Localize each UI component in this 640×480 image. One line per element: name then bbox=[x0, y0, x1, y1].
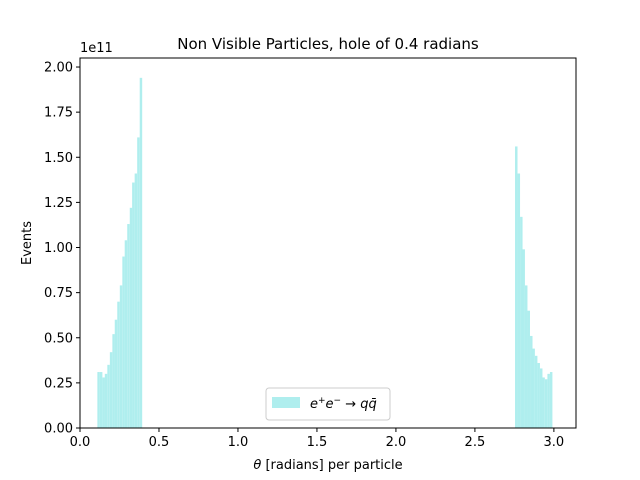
x-tick-label-6: 3.0 bbox=[544, 435, 565, 450]
histogram-bar-27 bbox=[537, 363, 540, 428]
histogram-bar-4 bbox=[107, 364, 110, 428]
y-tick-label-3: 0.75 bbox=[44, 286, 73, 301]
histogram-bar-24 bbox=[530, 335, 533, 428]
legend-label: e+e− → qq̄ bbox=[310, 396, 377, 412]
histogram-bar-2 bbox=[102, 377, 105, 428]
histogram-bar-25 bbox=[532, 348, 535, 428]
y-tick-label-2: 0.50 bbox=[44, 331, 73, 346]
histogram-bar-11 bbox=[124, 240, 128, 428]
histogram-bar-23 bbox=[527, 310, 530, 428]
x-tick-label-0: 0.0 bbox=[70, 435, 91, 450]
y-tick-label-0: 0.00 bbox=[44, 422, 73, 437]
legend-swatch bbox=[272, 397, 300, 408]
x-tick-label-1: 0.5 bbox=[149, 435, 170, 450]
y-tick-label-7: 1.75 bbox=[44, 106, 73, 121]
chart-title: Non Visible Particles, hole of 0.4 radia… bbox=[177, 35, 479, 53]
histogram-bar-31 bbox=[547, 373, 550, 428]
histogram-bar-1 bbox=[99, 372, 103, 428]
histogram-bar-16 bbox=[137, 137, 140, 429]
histogram-bar-15 bbox=[134, 173, 138, 428]
histogram-bar-13 bbox=[129, 207, 133, 428]
histogram-bar-20 bbox=[520, 216, 523, 428]
histogram-bar-30 bbox=[544, 379, 548, 428]
histogram-bar-29 bbox=[542, 377, 545, 428]
histogram-bar-12 bbox=[127, 224, 130, 428]
histogram-bar-26 bbox=[534, 355, 538, 428]
y-tick-label-5: 1.25 bbox=[44, 196, 73, 211]
histogram-bar-19 bbox=[517, 173, 521, 428]
plot-frame bbox=[79, 57, 577, 429]
legend: e+e− → qq̄ bbox=[265, 387, 391, 421]
x-ticks: 0.0 0.5 1.0 1.5 2.0 2.5 3.0 bbox=[70, 428, 565, 450]
histogram-bar-10 bbox=[122, 256, 125, 428]
x-tick-label-3: 1.5 bbox=[307, 435, 328, 450]
histogram-bar-21 bbox=[522, 249, 525, 428]
histogram-bar-8 bbox=[117, 301, 120, 428]
histogram-bar-28 bbox=[539, 368, 543, 428]
y-tick-label-8: 2.00 bbox=[44, 61, 73, 76]
histogram-bar-6 bbox=[112, 334, 115, 428]
legend-box bbox=[265, 387, 391, 421]
y-offset-label: 1e11 bbox=[80, 41, 113, 56]
histogram-bar-5 bbox=[109, 352, 113, 428]
x-axis-label: θ [radians] per particle bbox=[253, 458, 402, 473]
histogram-bar-0 bbox=[97, 372, 100, 428]
bars-group bbox=[97, 77, 553, 429]
histogram-bar-3 bbox=[104, 373, 108, 428]
x-tick-label-2: 1.0 bbox=[228, 435, 249, 450]
histogram-bar-18 bbox=[515, 146, 518, 428]
y-tick-label-1: 0.25 bbox=[44, 376, 73, 391]
histogram-bar-14 bbox=[132, 182, 135, 428]
histogram-bar-17 bbox=[139, 77, 143, 428]
x-tick-label-4: 2.0 bbox=[386, 435, 407, 450]
y-tick-label-6: 1.50 bbox=[44, 151, 73, 166]
y-axis-label: Events bbox=[20, 221, 35, 265]
x-tick-label-5: 2.5 bbox=[465, 435, 486, 450]
y-ticks: 0.00 0.25 0.50 0.75 1.00 1.25 1.50 1.75 2.00 bbox=[44, 61, 80, 437]
histogram-bar-22 bbox=[524, 285, 528, 428]
histogram-bar-32 bbox=[549, 372, 553, 428]
y-tick-label-4: 1.00 bbox=[44, 241, 73, 256]
histogram-bar-9 bbox=[119, 285, 123, 428]
histogram-bar-7 bbox=[114, 319, 118, 428]
